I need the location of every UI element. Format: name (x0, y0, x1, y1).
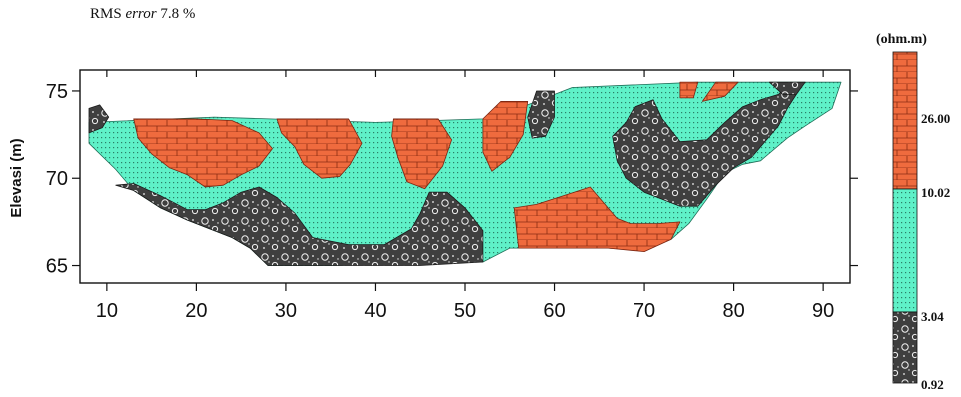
x-tick-label: 40 (364, 300, 386, 322)
y-tick-label: 65 (46, 256, 68, 278)
y-axis-label: Elevasi (m) (8, 138, 25, 217)
x-tick-label: 60 (543, 300, 565, 322)
colorbar-swatch-low (892, 311, 918, 384)
x-tick-label: 10 (96, 300, 118, 322)
region-high-10 (513, 186, 681, 253)
rms-error-caption: RMS error 7.8 % (90, 6, 195, 23)
x-tick-label: 20 (185, 300, 207, 322)
colorbar-swatch-mid (892, 188, 918, 313)
colorbar-swatch-high (892, 51, 918, 190)
colorbar-legend: (ohm.m) 0.92 3.04 10.02 26.00 (876, 32, 950, 392)
region-high-7 (276, 118, 363, 179)
region-low-1 (115, 183, 484, 266)
region-high-9 (482, 101, 529, 172)
region-low-5 (769, 81, 806, 95)
colorbar-level-label: 26.00 (921, 111, 950, 126)
colorbar-level-label: 3.04 (921, 309, 944, 324)
colorbar-level-label: 0.92 (921, 377, 944, 392)
region-high-6 (133, 118, 273, 188)
y-tick-label: 70 (46, 168, 68, 190)
x-tick-label: 90 (812, 300, 834, 322)
colorbar-level-label: 10.02 (921, 185, 950, 200)
y-axis: 65 70 75 (46, 81, 858, 278)
region-low-3 (527, 90, 555, 139)
region-high-11 (701, 81, 739, 102)
x-axis: 10 20 30 40 50 60 70 80 90 (96, 70, 834, 322)
region-low-4 (88, 104, 110, 134)
x-tick-label: 30 (275, 300, 297, 322)
x-tick-label: 50 (454, 300, 476, 322)
x-tick-label: 70 (633, 300, 655, 322)
y-tick-label: 75 (46, 81, 68, 103)
region-high-8 (391, 118, 453, 190)
rms-value: 7.8 % (160, 6, 196, 22)
region-low-2 (612, 85, 797, 207)
region-high-12 (679, 81, 699, 99)
resistivity-regions (88, 81, 842, 266)
colorbar-unit: (ohm.m) (876, 32, 927, 47)
x-tick-label: 80 (722, 300, 744, 322)
rms-word: error (125, 6, 157, 22)
rms-prefix: RMS (90, 6, 122, 22)
